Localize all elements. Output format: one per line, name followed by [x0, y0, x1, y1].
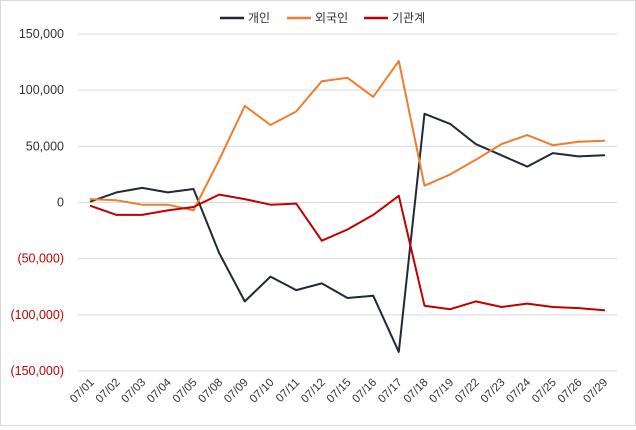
x-tick-label: 07/03 — [119, 377, 148, 406]
x-tick-label: 07/19 — [427, 377, 456, 406]
x-tick-label: 07/11 — [274, 377, 302, 405]
x-tick-label: 07/15 — [325, 377, 354, 406]
legend-label: 기관계 — [392, 11, 425, 25]
y-tick-label: (150,000) — [10, 364, 64, 378]
legend: 개인 외국인 기관계 — [220, 11, 425, 25]
gridlines — [78, 33, 617, 372]
x-tick-label: 07/08 — [196, 377, 225, 406]
x-tick-label: 07/17 — [376, 377, 405, 406]
x-tick-label: 07/12 — [299, 377, 328, 406]
legend-label: 외국인 — [315, 11, 348, 25]
x-tick-label: 07/09 — [222, 377, 251, 406]
x-tick-label: 07/29 — [581, 377, 610, 406]
x-tick-label: 07/16 — [350, 377, 379, 406]
x-tick-label: 07/26 — [556, 377, 585, 406]
x-tick-label: 07/02 — [94, 377, 123, 406]
y-tick-label: 100,000 — [19, 83, 64, 97]
y-tick-label: (50,000) — [17, 252, 64, 266]
x-tick-label: 07/18 — [402, 377, 431, 406]
y-tick-label: 50,000 — [26, 139, 64, 153]
x-tick-label: 07/10 — [248, 377, 277, 406]
series-line-외국인 — [89, 60, 606, 212]
series-line-기관계 — [89, 193, 606, 312]
y-axis-ticks: 150,000 100,000 50,000 0 (50,000) (100,000) (1… — [10, 27, 64, 378]
x-tick-label: 07/01 — [68, 377, 97, 406]
y-tick-label: 0 — [57, 196, 64, 210]
y-tick-label: (100,000) — [10, 308, 64, 322]
x-tick-label: 07/05 — [171, 377, 200, 406]
series-lines — [89, 60, 606, 353]
series-line-개인 — [89, 112, 606, 353]
x-axis-ticks: 07/0107/0207/0307/0407/0507/0807/0907/10… — [68, 376, 610, 405]
legend-label: 개인 — [248, 11, 270, 25]
x-tick-label: 07/25 — [530, 377, 559, 406]
x-tick-label: 07/24 — [504, 376, 533, 405]
x-tick-label: 07/22 — [453, 377, 482, 406]
x-tick-label: 07/23 — [479, 377, 508, 406]
x-tick-label: 07/04 — [145, 376, 174, 405]
y-tick-label: 150,000 — [19, 27, 64, 41]
